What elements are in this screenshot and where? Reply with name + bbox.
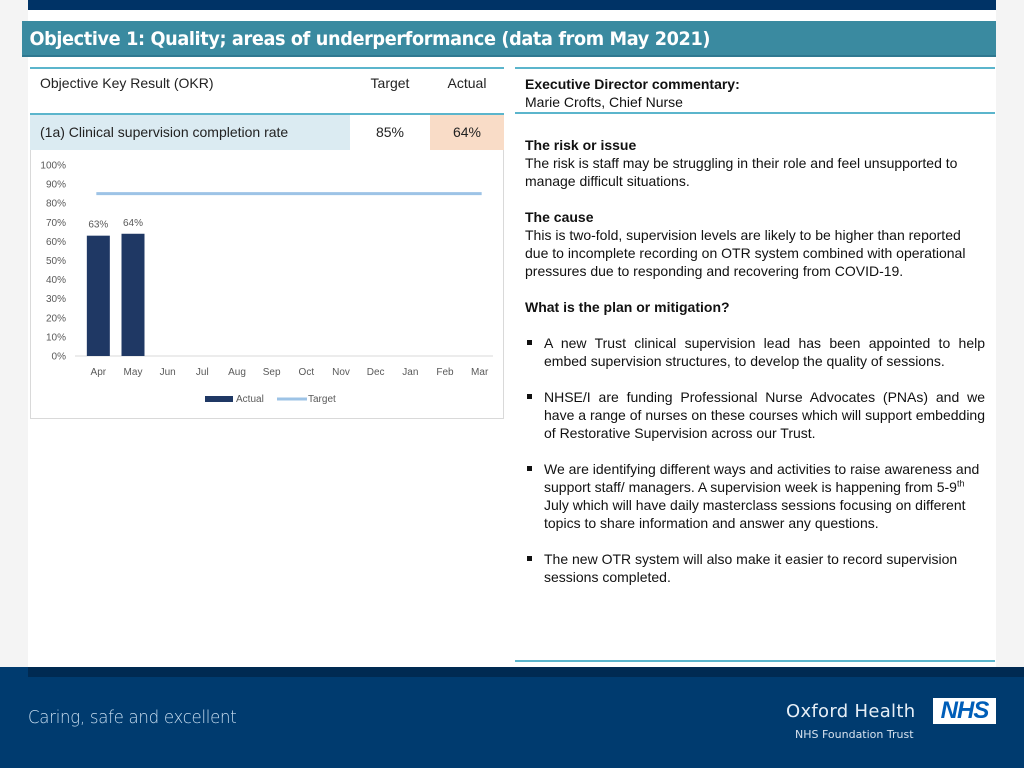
table-row: (1a) Clinical supervision completion rat… [30, 113, 504, 150]
okr-name: (1a) Clinical supervision completion rat… [30, 115, 350, 150]
commentary-author: Marie Crofts, Chief Nurse [525, 94, 683, 110]
x-tick-label: Dec [367, 367, 385, 378]
cause-text: This is two-fold, supervision levels are… [525, 227, 966, 279]
supervision-chart: 0% 10% 20% 30% 40% 50% 60% 70% 80% 90% 100% 63% 64% A… [30, 150, 504, 419]
commentary-header: Executive Director commentary: Marie Cro… [515, 67, 995, 114]
footer: Caring, safe and excellent Oxford Health… [0, 667, 1024, 768]
y-tick-label: 30% [46, 294, 66, 305]
bar-data-label: 64% [123, 218, 143, 229]
okr-table: Objective Key Result (OKR) Target Actual… [30, 67, 504, 150]
title-bar: Objective 1: Quality; areas of underperf… [22, 21, 996, 57]
list-item-text: We are identifying different ways and ac… [544, 461, 980, 495]
top-band [28, 0, 996, 10]
y-tick-label: 20% [46, 313, 66, 324]
header-actual: Actual [447, 75, 487, 91]
commentary-panel: Executive Director commentary: Marie Cro… [515, 67, 995, 604]
risk-text: The risk is staff may be struggling in t… [525, 155, 958, 189]
nhs-logo-icon: NHS [933, 698, 996, 724]
risk-heading: The risk or issue [525, 137, 637, 153]
y-tick-label: 80% [46, 199, 66, 210]
superscript: th [956, 478, 965, 489]
x-tick-label: Jun [160, 367, 176, 378]
header-target: Target [370, 75, 410, 91]
list-item: We are identifying different ways and ac… [525, 460, 985, 532]
tagline: Caring, safe and excellent [28, 707, 237, 728]
x-tick-label: Jan [402, 367, 418, 378]
x-tick-label: Sep [263, 367, 281, 378]
y-tick-label: 50% [46, 256, 66, 267]
cause-heading: The cause [525, 209, 594, 225]
list-item-text: July which will have daily masterclass s… [544, 497, 966, 531]
x-tick-label: Apr [91, 367, 107, 378]
header-okr: Objective Key Result (OKR) [40, 75, 214, 91]
page-title: Objective 1: Quality; areas of underperf… [29, 28, 711, 50]
y-tick-label: 70% [46, 218, 66, 229]
x-tick-label: Nov [332, 367, 350, 378]
y-tick-label: 40% [46, 275, 66, 286]
y-tick-label: 0% [52, 352, 67, 363]
list-item: A new Trust clinical supervision lead ha… [525, 334, 985, 370]
okr-actual: 64% [430, 115, 504, 150]
footer-shadow [28, 667, 1024, 677]
org-name: Oxford Health [786, 701, 916, 722]
list-item: NHSE/I are funding Professional Nurse Ad… [525, 388, 985, 442]
plan-heading: What is the plan or mitigation? [525, 299, 730, 315]
plan-list: A new Trust clinical supervision lead ha… [525, 334, 985, 586]
risk-section: The risk or issue The risk is staff may … [525, 136, 985, 190]
x-tick-label: Jul [196, 367, 209, 378]
commentary-body: The risk or issue The risk is staff may … [515, 114, 995, 586]
legend-target-label: Target [308, 394, 336, 405]
legend-actual-swatch [205, 396, 233, 402]
cause-section: The cause This is two-fold, supervision … [525, 208, 985, 280]
y-tick-label: 90% [46, 180, 66, 191]
x-tick-label: Mar [471, 367, 489, 378]
y-tick-label: 100% [40, 161, 66, 172]
y-tick-label: 60% [46, 237, 66, 248]
bar-may [121, 233, 145, 356]
x-tick-label: Aug [228, 367, 246, 378]
x-tick-label: Feb [436, 367, 454, 378]
okr-target: 85% [350, 115, 430, 150]
org-subtitle: NHS Foundation Trust [795, 728, 914, 741]
commentary-heading: Executive Director commentary: [525, 76, 740, 92]
bar-data-label: 63% [88, 220, 108, 231]
list-item: The new OTR system will also make it eas… [525, 550, 985, 586]
legend-actual-label: Actual [236, 394, 264, 405]
chart-plot: 0% 10% 20% 30% 40% 50% 60% 70% 80% 90% 100% 63% 64% A… [40, 161, 493, 405]
x-tick-label: May [124, 367, 143, 378]
bar-apr [86, 235, 110, 356]
x-tick-label: Oct [299, 367, 315, 378]
okr-table-header: Objective Key Result (OKR) Target Actual [30, 67, 504, 113]
y-tick-label: 10% [46, 332, 66, 343]
commentary-divider [515, 660, 995, 662]
